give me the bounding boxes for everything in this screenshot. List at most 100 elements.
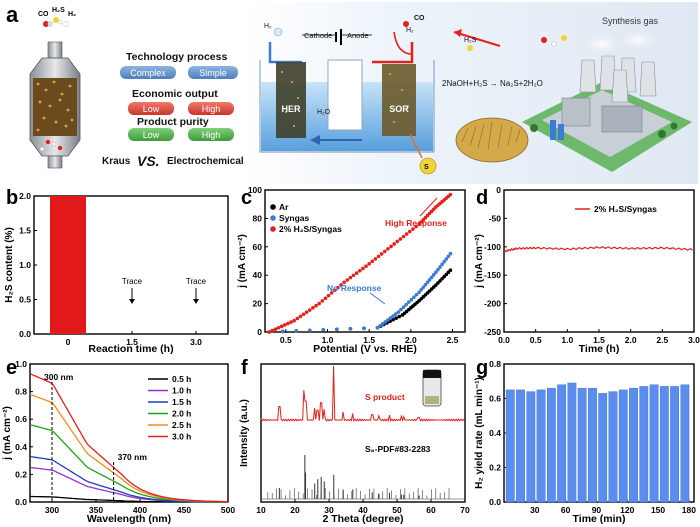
purity-high: High — [202, 130, 221, 140]
series-s-product — [260, 365, 465, 423]
annotation-arrow — [369, 292, 386, 305]
legend-label: 2.0 h — [172, 409, 191, 419]
y-axis-title: j (mA cm⁻²) — [237, 234, 248, 289]
bar — [659, 386, 669, 503]
trace-annotation: Trace — [186, 277, 207, 286]
x-tick-label: 350 — [89, 505, 103, 515]
x-tick-label: 60 — [561, 505, 571, 515]
x-tick-label: 150 — [651, 505, 665, 515]
annotation-arrow — [419, 197, 438, 217]
data-point-1 — [307, 328, 312, 333]
data-point-2 — [398, 237, 403, 241]
data-point-2 — [357, 268, 362, 273]
h2s-label: H₂S — [464, 37, 477, 44]
y-tick-label: 0.2 — [15, 469, 27, 479]
x-tick-label: 1.0 — [561, 335, 573, 345]
x-tick-label: 50 — [392, 505, 402, 515]
data-point-2 — [314, 303, 318, 308]
bar — [567, 382, 577, 503]
panel-label: d — [476, 187, 488, 209]
data-point-1 — [294, 329, 299, 333]
data-point-1 — [438, 265, 442, 269]
bar — [680, 384, 690, 503]
data-point-2 — [301, 312, 306, 317]
data-point-1 — [321, 328, 326, 332]
panel-a: a CO H₂S H₂ Technology process — [2, 2, 698, 184]
panel-label: g — [476, 357, 488, 379]
x-tick-label: 30 — [530, 505, 540, 515]
y-axis-title: H₂ yield rate (mL min⁻¹) — [474, 377, 485, 489]
x-tick-label: 90 — [592, 505, 602, 515]
data-point-1 — [448, 251, 453, 256]
x-axis-title: Time (min) — [573, 513, 626, 525]
data-point-2 — [382, 249, 387, 254]
synthesis-gas-label: Synthesis gas — [602, 16, 659, 26]
y-tick-label: 100 — [248, 186, 262, 195]
data-point-1 — [429, 275, 434, 280]
synthesis-gas-plant — [522, 26, 692, 172]
legend-label: Syngas — [279, 213, 310, 223]
bar — [639, 386, 649, 503]
data-point-1 — [431, 273, 436, 277]
kraus-reactor: CO H₂S H₂ — [29, 7, 81, 169]
panel-label: b — [6, 187, 18, 209]
legend-label: Ar — [279, 202, 289, 212]
data-point-1 — [280, 329, 285, 334]
data-point-2 — [407, 229, 412, 234]
data-point-2 — [304, 310, 309, 314]
data-point-2 — [404, 232, 409, 236]
data-point-1 — [419, 287, 424, 292]
x-axis-title: Wavelength (nm) — [87, 513, 171, 525]
anode-label: Anode — [347, 31, 369, 40]
x-axis-title: Time (h) — [579, 343, 620, 355]
x-tick-label: 1.5 — [593, 335, 605, 345]
data-point-1 — [362, 326, 366, 331]
x-tick-label: 120 — [620, 505, 634, 515]
data-point-2 — [292, 318, 296, 323]
data-point-1 — [388, 316, 393, 320]
data-point-1 — [442, 259, 446, 264]
purity-low: Low — [143, 130, 160, 140]
data-point-1 — [425, 280, 430, 285]
vial-powder — [425, 396, 439, 404]
data-point-2 — [395, 239, 400, 244]
h2-anode: H₂ — [406, 27, 414, 34]
y-axis-title: Intensity (a.u.) — [239, 399, 250, 467]
data-point-1 — [434, 270, 438, 275]
bar — [608, 391, 618, 503]
legend-label: 2% H₂S/Syngas — [594, 204, 657, 214]
x-tick-label: 1.5 — [126, 337, 138, 347]
bar — [516, 389, 525, 503]
purity-title: Product purity — [137, 116, 209, 128]
x-tick-label: 400 — [133, 505, 147, 515]
vs-mid: VS. — [137, 153, 160, 169]
bar — [526, 391, 536, 503]
legend-label: 1.5 h — [172, 397, 191, 407]
data-point-2 — [367, 262, 371, 266]
x-tick-label: 450 — [177, 505, 191, 515]
data-point-1 — [409, 297, 414, 302]
legend-label: 1.0 h — [172, 386, 191, 396]
data-point-2 — [345, 278, 350, 282]
data-point-1 — [444, 257, 449, 261]
x-tick-label: 0.5 — [530, 335, 542, 345]
data-point-2 — [373, 257, 378, 261]
data-point-2 — [414, 224, 418, 229]
technology-title: Technology process — [126, 51, 227, 63]
panel-label: f — [241, 357, 248, 379]
data-point-2 — [326, 293, 331, 298]
trace-arrowhead — [193, 299, 199, 304]
y-tick-label: -100 — [484, 242, 501, 252]
h2o-label: H₂O — [317, 109, 331, 116]
x-tick-label: 1.5 — [363, 335, 375, 345]
y-tick-label: -50 — [489, 213, 502, 223]
y-tick-label: 80 — [253, 213, 263, 223]
legend-marker — [270, 226, 276, 232]
annotation-high-response: High Response — [385, 218, 447, 228]
data-point-2 — [361, 266, 365, 271]
x-axis-title: 2 Theta (degree) — [322, 513, 403, 525]
bar — [536, 389, 546, 503]
data-point-2 — [267, 330, 271, 334]
x-tick-label: 0.5 — [280, 335, 292, 345]
